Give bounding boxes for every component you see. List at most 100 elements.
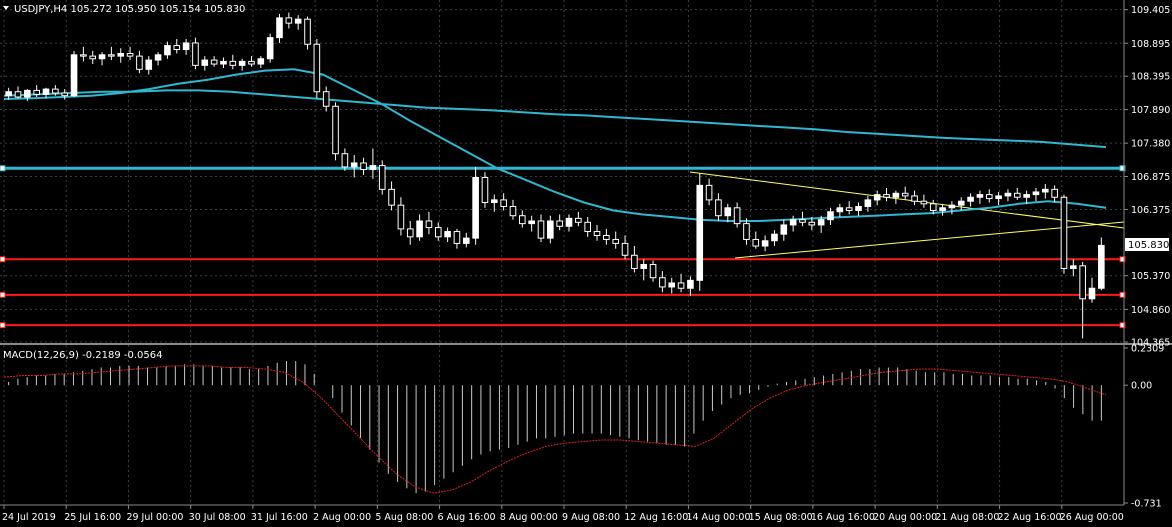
candle-body (332, 105, 339, 155)
time-tick-label: 30 Jul 08:00 (189, 512, 246, 523)
candle (80, 46, 87, 62)
candle (126, 46, 134, 61)
price-tick-label: 104.365 (1131, 338, 1170, 349)
candle (547, 215, 554, 244)
candle (883, 188, 890, 202)
candle (434, 222, 442, 241)
candle-body (509, 205, 517, 217)
candle-body (304, 18, 311, 45)
candle-body (920, 200, 928, 205)
candle-body (378, 165, 386, 190)
time-tick-label: 29 Jul 00:00 (126, 512, 183, 523)
trend-line-lower[interactable] (734, 221, 1125, 259)
candle (705, 178, 713, 206)
candle-body (14, 91, 22, 98)
candle (444, 227, 451, 243)
time-tick-label: 9 Aug 08:00 (562, 512, 620, 523)
candle (406, 220, 414, 245)
candle (855, 202, 862, 216)
candle (845, 201, 853, 215)
candle (827, 207, 834, 225)
candle (677, 273, 685, 293)
candle (509, 199, 517, 220)
candle-body (1041, 188, 1049, 193)
candle-body (229, 60, 237, 66)
candle (892, 190, 900, 204)
candle (957, 197, 965, 211)
candle-body (350, 162, 358, 168)
candle (864, 195, 872, 212)
candle-body (677, 282, 685, 289)
candle-body (836, 207, 844, 213)
candle-body (210, 59, 218, 65)
time-tick-label: 21 Aug 08:00 (935, 512, 999, 523)
candle-body (705, 184, 713, 201)
candle (136, 50, 143, 74)
price-tick-label: 109.405 (1131, 5, 1170, 16)
candle-body (817, 219, 825, 226)
candle-body (33, 89, 40, 95)
candle-body (294, 18, 302, 24)
candle (360, 157, 367, 175)
price-tick-label: 108.895 (1131, 39, 1170, 50)
candle-body (1013, 192, 1021, 198)
candle (294, 15, 302, 30)
candle (696, 173, 704, 291)
trend-lines[interactable] (689, 171, 1125, 259)
candle-body (631, 254, 638, 269)
candle (901, 186, 909, 200)
time-tick-label: 5 Aug 08:00 (375, 512, 433, 523)
candle-body (687, 279, 694, 289)
candle (210, 56, 218, 67)
candle-body (1004, 192, 1012, 197)
candle-body (61, 92, 69, 97)
moving-average-line (3, 68, 1107, 222)
dropdown-triangle-icon[interactable] (3, 6, 9, 10)
level-handle (1119, 291, 1126, 298)
candle-body (313, 43, 321, 93)
candle (743, 218, 750, 245)
candle-body (528, 220, 535, 225)
candle (154, 52, 162, 66)
candle-body (1079, 265, 1086, 300)
symbol-header: USDJPY,H4 105.272 105.950 105.154 105.83… (14, 4, 245, 15)
candle-body (416, 220, 423, 238)
candle (976, 190, 984, 204)
candle (248, 56, 255, 67)
candle (640, 259, 648, 281)
candle (939, 203, 946, 216)
candle-body (490, 199, 498, 204)
candle (929, 199, 937, 215)
level-handle (1119, 322, 1126, 329)
candle (173, 38, 181, 54)
candle-body (724, 207, 732, 217)
candle-body (985, 194, 993, 200)
candle-body (238, 60, 246, 66)
level-handle (0, 165, 6, 172)
candle (276, 13, 283, 43)
candle (584, 217, 591, 237)
candle-body (519, 215, 526, 225)
candle-body (154, 54, 162, 61)
time-tick-label: 8 Aug 00:00 (500, 512, 558, 523)
candle-body (603, 234, 610, 240)
candle (724, 203, 732, 223)
candle (817, 215, 825, 233)
candle (789, 215, 797, 232)
candle (565, 214, 573, 232)
trend-line-upper[interactable] (689, 171, 1125, 229)
price-tick-label: 107.380 (1131, 139, 1170, 150)
candle (649, 260, 657, 282)
macd-panel (3, 361, 1107, 494)
candle-body (771, 233, 778, 242)
horizontal-levels[interactable] (0, 165, 1126, 329)
candle (108, 46, 115, 61)
candle-body (453, 231, 461, 244)
candle (117, 48, 125, 63)
candle (995, 191, 1002, 206)
time-tick-label: 24 Jul 2019 (2, 512, 56, 523)
candlesticks (5, 12, 1105, 339)
candle-body (799, 219, 806, 223)
level-handle (0, 322, 6, 329)
